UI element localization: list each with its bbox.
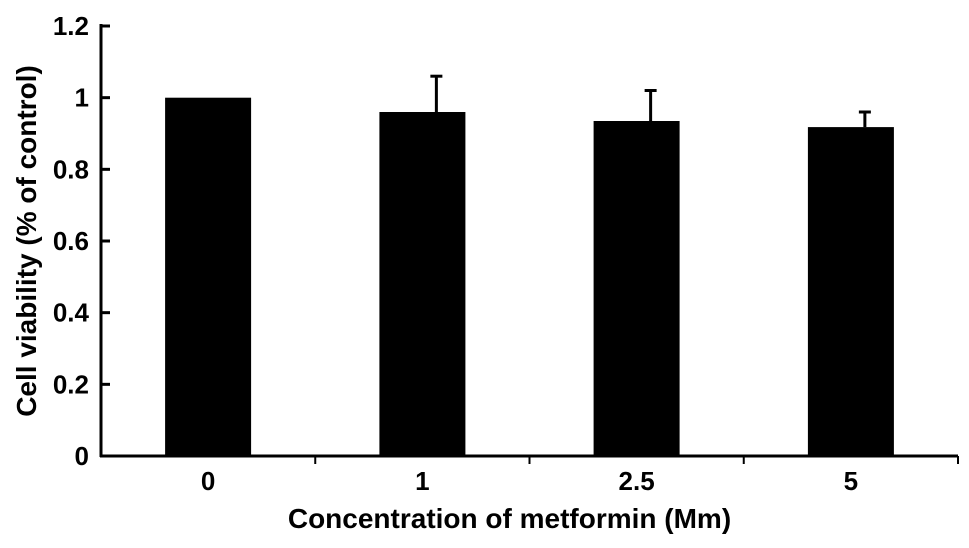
x-tick-label-1: 1 bbox=[415, 466, 429, 496]
bar-5 bbox=[807, 127, 894, 456]
y-tick-label: 0.4 bbox=[53, 298, 90, 328]
bar-2.5 bbox=[593, 121, 680, 456]
bars-layer bbox=[165, 97, 894, 456]
error-bars-layer bbox=[430, 74, 871, 128]
bar-1 bbox=[379, 112, 466, 456]
bar-0 bbox=[165, 97, 252, 456]
axes-layer bbox=[99, 24, 959, 464]
y-tick-label: 0.6 bbox=[53, 226, 89, 256]
y-tick-label: 1 bbox=[75, 83, 89, 113]
x-axis-title: Concentration of metformin (Mm) bbox=[288, 503, 731, 534]
x-tick-label-2.5: 2.5 bbox=[619, 466, 655, 496]
labels-layer: 0 1 2.5 5 0 0.2 0.4 0.6 0.8 1 1.2 bbox=[53, 11, 858, 496]
x-tick-label-5: 5 bbox=[844, 466, 858, 496]
x-tick-label-0: 0 bbox=[201, 466, 215, 496]
y-tick-label: 0 bbox=[75, 441, 89, 471]
y-tick-label: 1.2 bbox=[53, 11, 89, 41]
y-tick-label: 0.2 bbox=[53, 369, 89, 399]
y-tick-label: 0.8 bbox=[53, 154, 89, 184]
y-axis-title: Cell viability (% of control) bbox=[11, 65, 42, 417]
